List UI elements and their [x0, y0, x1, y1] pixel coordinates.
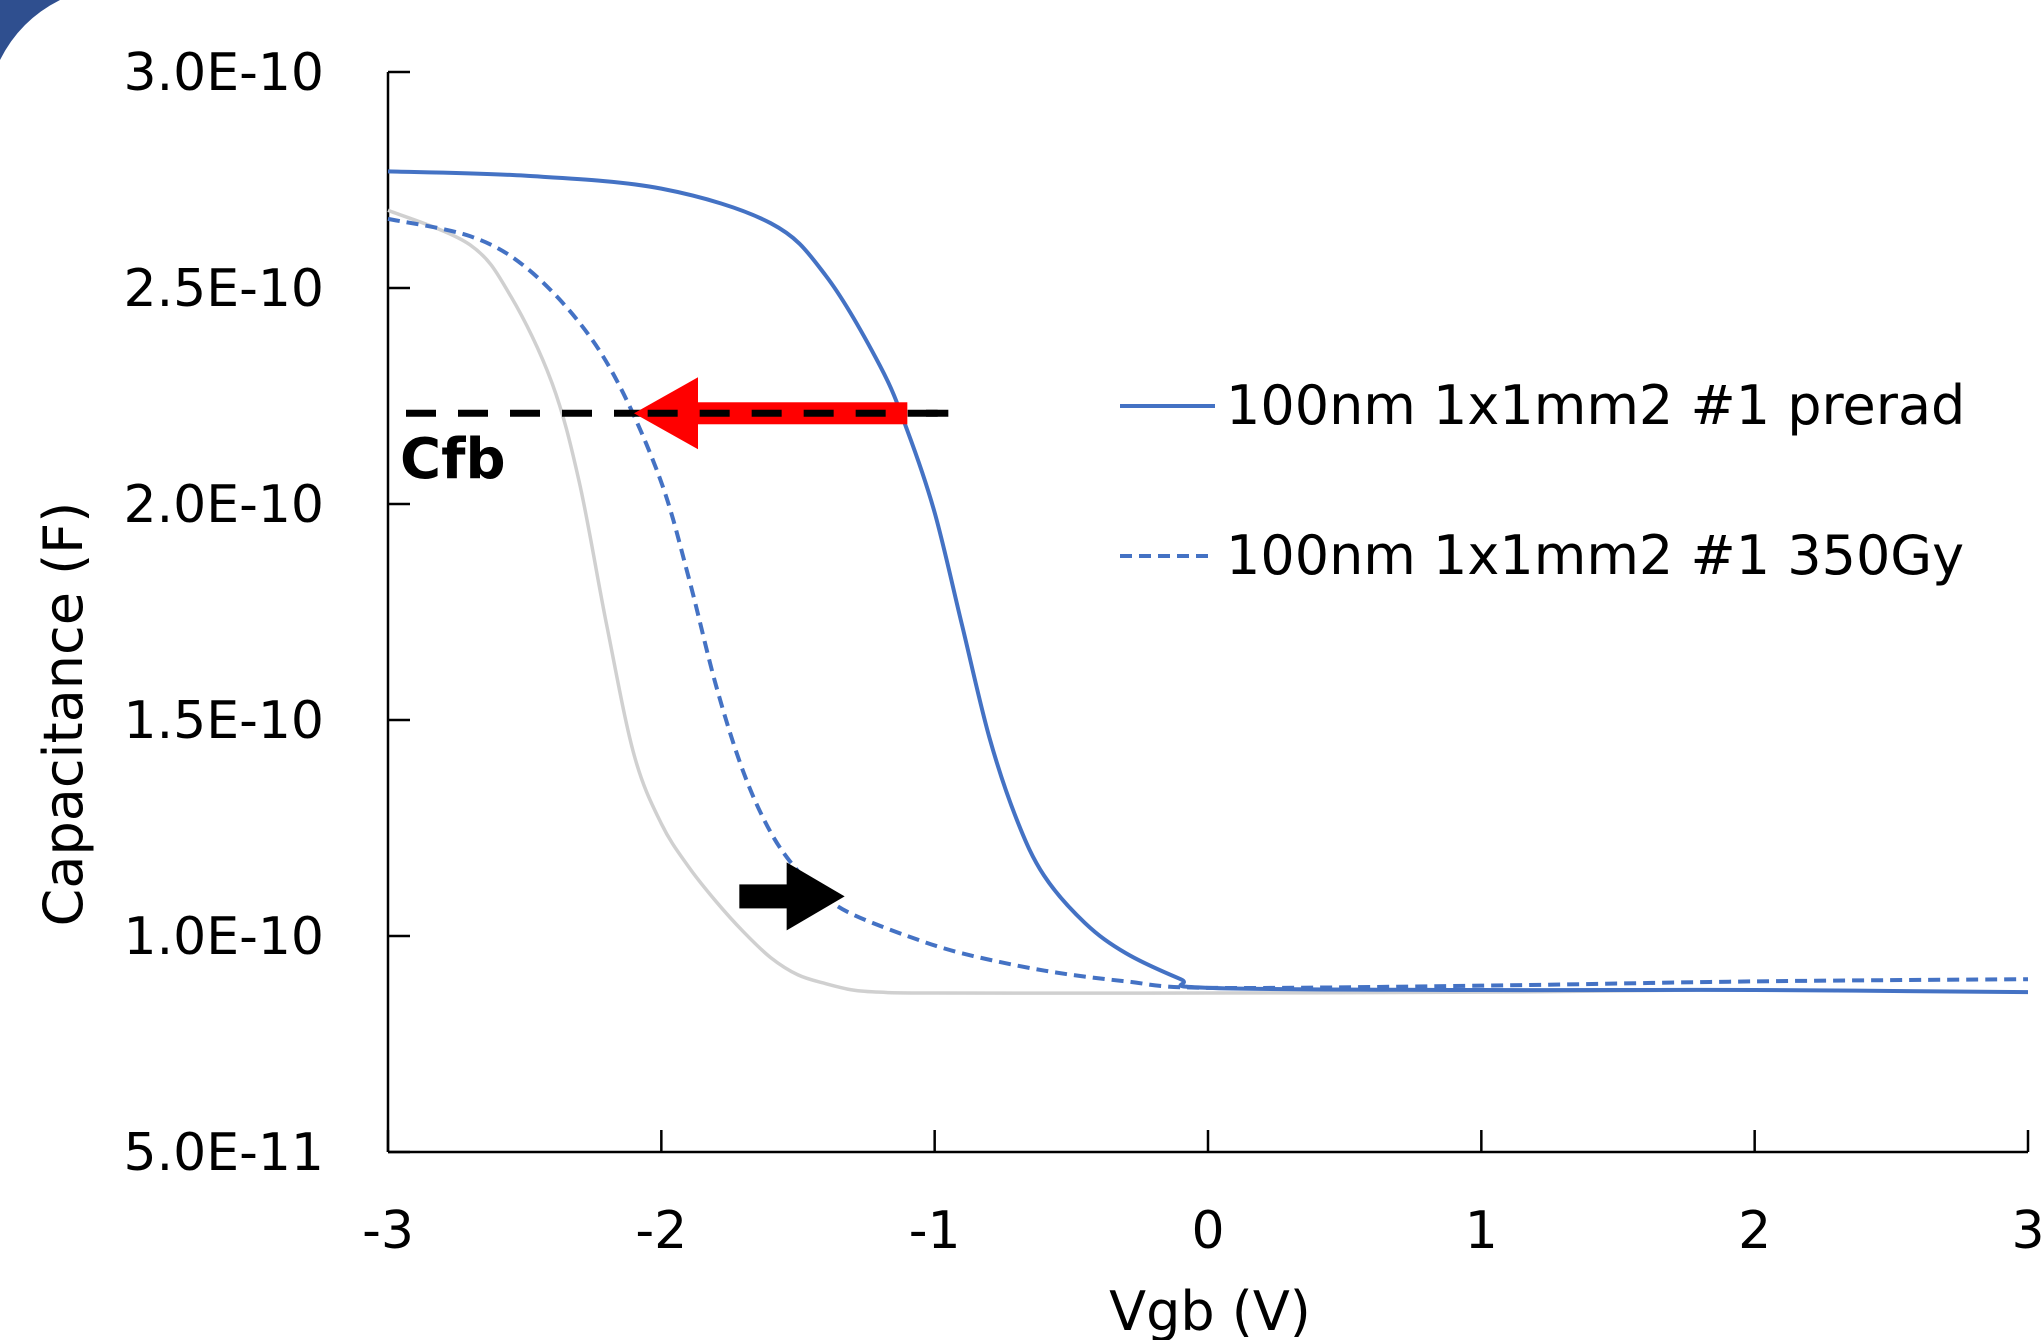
y-axis-title: Capacitance (F): [32, 502, 95, 927]
y-tick-label: 3.0E-10: [124, 43, 324, 103]
legend-label-preread: 100nm 1x1mm2 #1 prerad: [1226, 374, 1965, 437]
x-axis-ticks: -3 -2 -1 0 1 2 3: [362, 1130, 2041, 1261]
x-axis-title: Vgb (V): [1109, 1280, 1311, 1340]
x-tick-label: -3: [362, 1201, 414, 1261]
x-tick-label: -1: [909, 1201, 961, 1261]
red-arrow-shaft: [694, 402, 908, 425]
legend: 100nm 1x1mm2 #1 prerad 100nm 1x1mm2 #1 3…: [1120, 374, 1965, 587]
series-line-reference: [387, 208, 1701, 995]
series-line-preread: [387, 169, 2029, 995]
y-axis-ticks: 5.0E-11 1.0E-10 1.5E-10 2.0E-10 2.5E-10 3.0E-…: [124, 43, 410, 1183]
y-tick-label: 2.0E-10: [124, 475, 324, 535]
y-tick-label: 2.5E-10: [124, 259, 324, 319]
x-tick-label: 2: [1738, 1201, 1771, 1261]
black-arrow-head: [786, 862, 845, 931]
x-tick-label: -2: [635, 1201, 687, 1261]
y-tick-label: 1.0E-10: [124, 907, 324, 967]
series-line-350gy: [387, 216, 2029, 991]
legend-label-350gy: 100nm 1x1mm2 #1 350Gy: [1226, 524, 1964, 587]
x-tick-label: 3: [2011, 1201, 2041, 1261]
annotation-layer: [406, 377, 949, 931]
x-tick-label: 0: [1191, 1201, 1224, 1261]
x-tick-label: 1: [1465, 1201, 1498, 1261]
y-tick-label: 5.0E-11: [124, 1123, 324, 1183]
corner-decoration: [0, 0, 60, 60]
y-tick-label: 1.5E-10: [124, 691, 324, 751]
cfb-label: Cfb: [400, 427, 506, 492]
